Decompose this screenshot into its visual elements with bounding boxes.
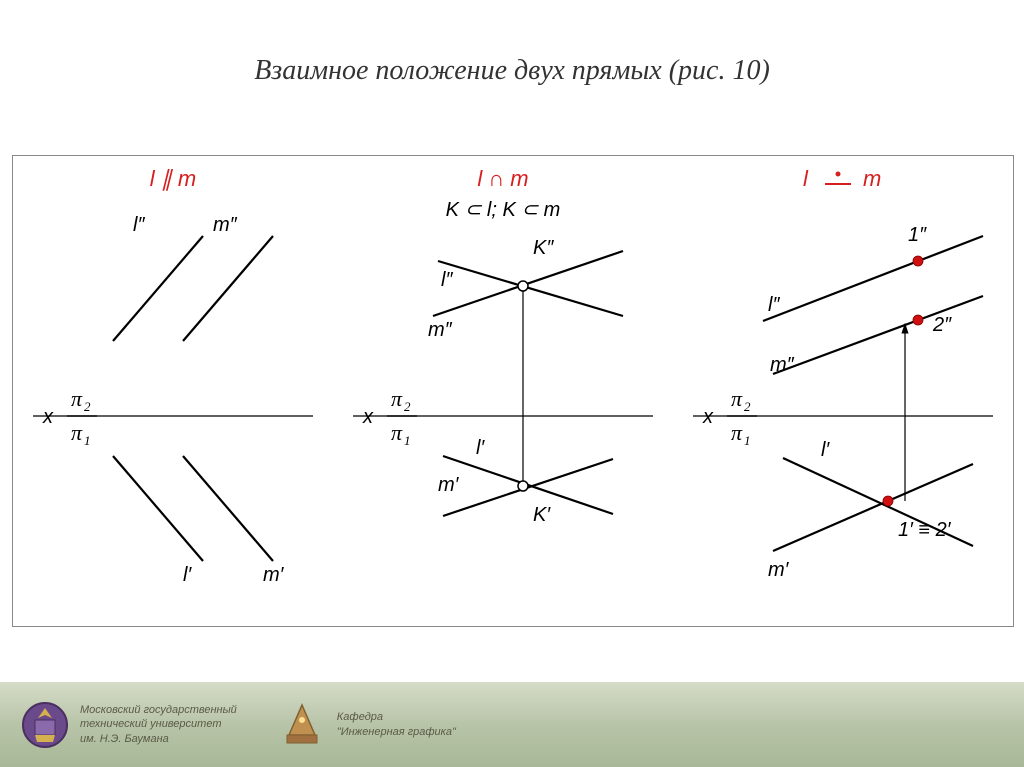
svg-text:1: 1: [84, 433, 91, 448]
skew-point-bot: [883, 496, 893, 506]
parallel-pi1: π: [71, 420, 83, 445]
university-line1: Московский государственный: [80, 703, 237, 717]
svg-text:2: 2: [744, 399, 751, 414]
department-line2: "Инженерная графика": [337, 725, 456, 739]
department-line1: Кафедра: [337, 710, 456, 724]
skew-label-2dd: 2″: [932, 314, 952, 336]
intersect-title: l ∩ m: [477, 166, 528, 191]
skew-point-1dd: [913, 256, 923, 266]
skew-label-m_d: m′: [768, 559, 790, 581]
skew-title-m: m: [863, 166, 881, 191]
department-text: Кафедра "Инженерная графика": [337, 710, 456, 739]
parallel-label-l_dd: l″: [133, 214, 145, 236]
panel-skew: lmxπ2π1l″m″l′m′1″2″1′ ≡ 2′: [693, 166, 993, 581]
skew-point-2dd: [913, 315, 923, 325]
intersect-label-l_dd: l″: [441, 269, 453, 291]
skew-pi2: π: [731, 386, 743, 411]
parallel-pi2: π: [71, 386, 83, 411]
footer-university: Московский государственный технический у…: [20, 700, 237, 750]
diagram-container: l ∥ mxπ2π1l″m″l′m′l ∩ mK ⊂ l; K ⊂ mxπ2π1…: [12, 155, 1014, 627]
parallel-label-l_d: l′: [183, 564, 192, 586]
parallel-line-m_dd: [183, 236, 273, 341]
skew-axis-label: x: [702, 406, 714, 428]
university-text: Московский государственный технический у…: [80, 703, 237, 746]
page-title: Взаимное положение двух прямых (рис. 10): [0, 0, 1024, 87]
department-emblem-icon: [277, 700, 327, 750]
intersect-label-Kd: K′: [533, 504, 551, 526]
intersect-label-Kdd: K″: [533, 237, 554, 259]
intersect-axis-label: x: [362, 406, 374, 428]
skew-label-bot: 1′ ≡ 2′: [898, 519, 952, 541]
intersect-point-Kdd: [518, 281, 528, 291]
parallel-title: l ∥ m: [150, 166, 196, 191]
intersect-subtitle: K ⊂ l; K ⊂ m: [446, 199, 561, 221]
parallel-line-l_dd: [113, 236, 203, 341]
skew-line-m_dd: [773, 296, 983, 374]
svg-text:1: 1: [744, 433, 751, 448]
intersect-pi1: π: [391, 420, 403, 445]
skew-label-l_d: l′: [821, 439, 830, 461]
panel-parallel: l ∥ mxπ2π1l″m″l′m′: [33, 166, 313, 586]
slide: Взаимное положение двух прямых (рис. 10)…: [0, 0, 1024, 767]
skew-label-l_dd: l″: [768, 294, 780, 316]
footer-department: Кафедра "Инженерная графика": [277, 700, 456, 750]
intersect-line-m_dd: [438, 261, 623, 316]
panel-intersect: l ∩ mK ⊂ l; K ⊂ mxπ2π1l″m″l′m′K″K′: [353, 166, 653, 526]
skew-pi1: π: [731, 420, 743, 445]
svg-text:2: 2: [404, 399, 411, 414]
university-line2: технический университет: [80, 717, 237, 731]
parallel-axis-label: x: [42, 406, 54, 428]
skew-title-l: l: [803, 166, 809, 191]
intersect-pi2: π: [391, 386, 403, 411]
svg-text:1: 1: [404, 433, 411, 448]
intersect-label-m_d: m′: [438, 474, 460, 496]
skew-label-m_dd: m″: [770, 354, 795, 376]
parallel-label-m_d: m′: [263, 564, 285, 586]
intersect-label-l_d: l′: [476, 437, 485, 459]
footer: Московский государственный технический у…: [0, 682, 1024, 767]
parallel-label-m_dd: m″: [213, 214, 238, 236]
intersect-point-Kd: [518, 481, 528, 491]
skew-label-1dd: 1″: [908, 224, 927, 246]
skew-dot-icon: [836, 172, 841, 177]
parallel-line-m_d: [183, 456, 273, 561]
intersect-label-m_dd: m″: [428, 319, 453, 341]
svg-text:2: 2: [84, 399, 91, 414]
parallel-line-l_d: [113, 456, 203, 561]
university-emblem-icon: [20, 700, 70, 750]
diagram-svg: l ∥ mxπ2π1l″m″l′m′l ∩ mK ⊂ l; K ⊂ mxπ2π1…: [13, 156, 1013, 626]
university-line3: им. Н.Э. Баумана: [80, 732, 237, 746]
